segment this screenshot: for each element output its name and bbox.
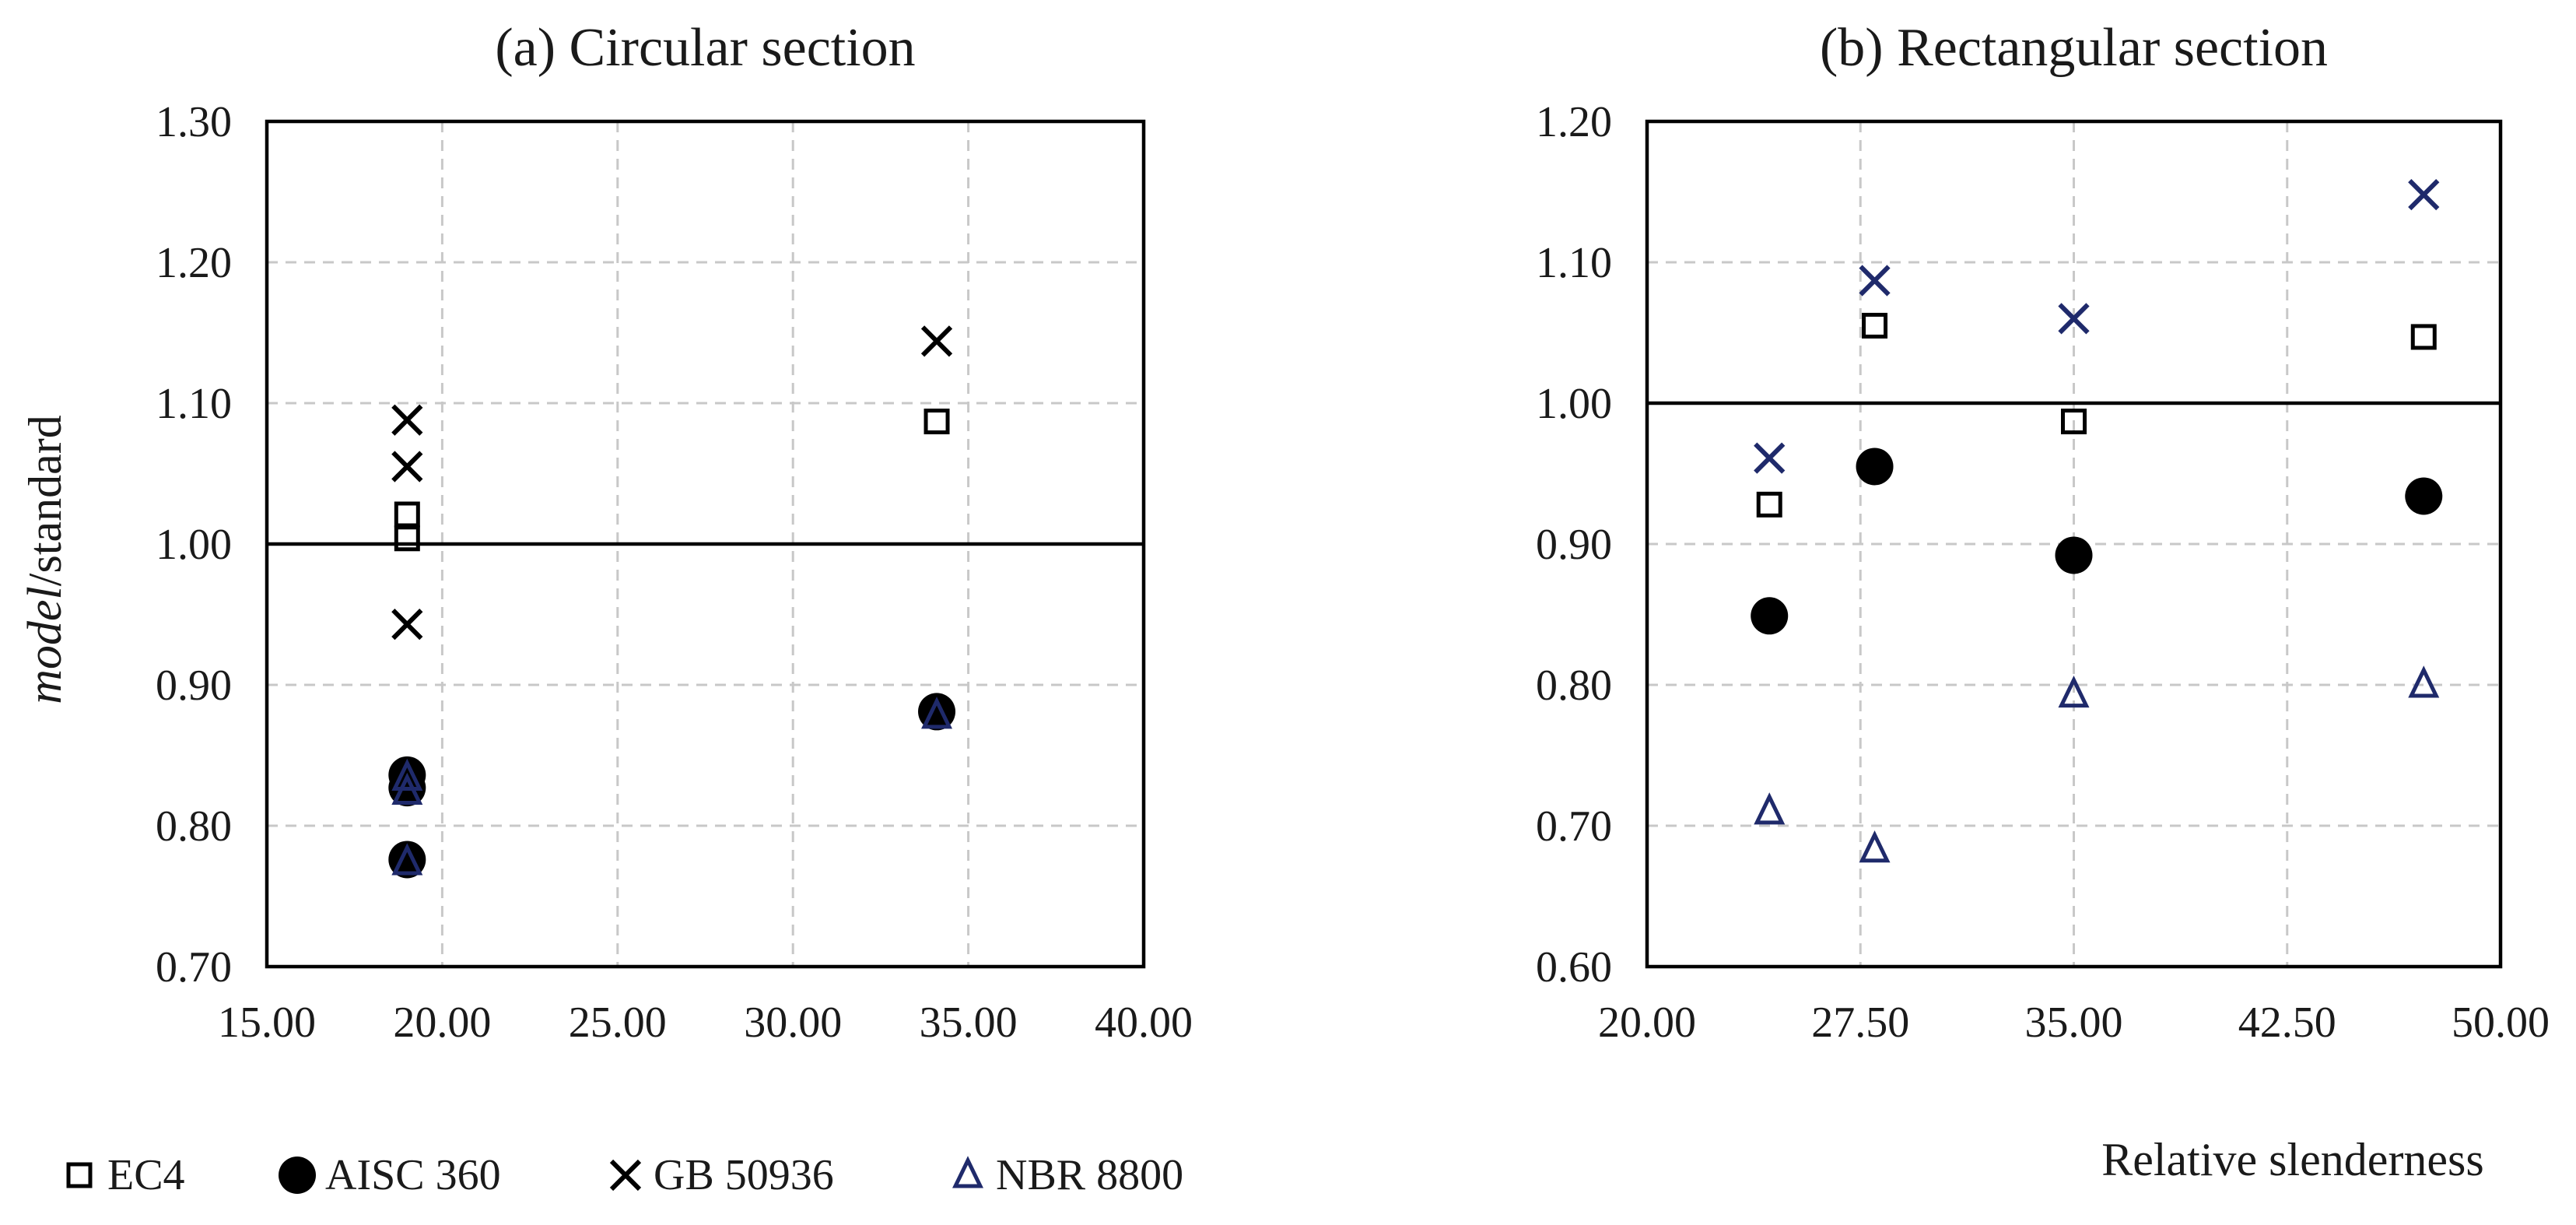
legend-label: GB 50936 [654, 1151, 834, 1199]
y-tick-label: 1.10 [156, 380, 232, 428]
series-nbr-8800 [391, 697, 953, 876]
series-aisc-360 [1751, 448, 2443, 635]
y-tick-label: 0.90 [1536, 521, 1612, 569]
series-ec4 [1756, 312, 2437, 518]
x-tick-label: 35.00 [2025, 999, 2123, 1047]
y-tick-label: 1.00 [1536, 380, 1612, 428]
data-point [2058, 675, 2090, 708]
data-point [394, 501, 420, 528]
data-point [920, 325, 953, 357]
x-tick-label: 35.00 [920, 999, 1018, 1047]
data-point [394, 525, 420, 552]
x-tick-label: 20.00 [393, 999, 491, 1047]
data-point [2408, 178, 2440, 211]
y-tick-label: 0.70 [1536, 802, 1612, 851]
y-tick-label: 1.20 [1536, 98, 1612, 146]
x-tick-label: 20.00 [1598, 999, 1696, 1047]
series-aisc-360 [388, 693, 956, 879]
legend-label: NBR 8800 [996, 1151, 1183, 1199]
data-point [391, 451, 423, 483]
series-nbr-8800 [1754, 665, 2440, 863]
y-axis-title: model/standard [19, 415, 72, 704]
data-point [921, 697, 953, 729]
legend-label: AISC 360 [325, 1151, 501, 1199]
x-tick-label: 30.00 [744, 999, 842, 1047]
chart-panel-b: 20.00 27.50 35.00 42.50 50.00 0.60 0.70 0.80 0.9… [1536, 18, 2550, 1185]
data-point [1754, 442, 1786, 474]
y-tick-label: 0.90 [156, 662, 232, 710]
x-tick-label: 15.00 [218, 999, 316, 1047]
panel-title: (b) Rectangular section [1820, 18, 2328, 78]
legend-item: NBR 8800 [952, 1151, 1183, 1199]
chart-panel-a: 15.00 20.00 25.00 30.00 35.00 40.00 0.70 0.80 0.… [19, 18, 1193, 1047]
panel-title: (a) Circular section [495, 18, 915, 78]
y-tick-label: 1.00 [156, 521, 232, 569]
y-tick-label: 0.70 [156, 943, 232, 992]
data-point [1856, 448, 1894, 486]
legend-marker [279, 1157, 316, 1194]
data-point [1862, 312, 1888, 339]
y-tick-label: 0.80 [156, 802, 232, 851]
legend-marker [952, 1156, 983, 1188]
legend-marker [66, 1162, 93, 1188]
data-point [391, 609, 423, 641]
y-tick-label: 1.10 [1536, 239, 1612, 287]
data-point [1756, 491, 1782, 518]
legend-label: EC4 [107, 1151, 185, 1199]
data-point [2061, 409, 2087, 435]
series-gb-50936 [1754, 178, 2440, 474]
legend-item: EC4 [66, 1151, 185, 1199]
data-point [1751, 597, 1789, 635]
x-tick-label: 40.00 [1095, 999, 1193, 1047]
y-tick-label: 0.60 [1536, 943, 1612, 992]
data-point [2408, 665, 2440, 698]
data-point [2058, 303, 2090, 335]
legend: EC4 AISC 360 GB 50936 NBR 8800 [66, 1151, 1183, 1199]
x-tick-label: 27.50 [1811, 999, 1909, 1047]
data-point [1859, 830, 1891, 863]
x-tick-label: 50.00 [2452, 999, 2550, 1047]
series-gb-50936 [391, 325, 953, 641]
x-tick-label: 25.00 [569, 999, 667, 1047]
data-point [924, 409, 950, 435]
x-tick-label: 42.50 [2238, 999, 2336, 1047]
data-point [2405, 477, 2443, 515]
data-point [2055, 536, 2093, 574]
data-point [1754, 792, 1786, 825]
data-point [391, 404, 423, 436]
data-point [391, 843, 423, 876]
y-tick-label: 1.20 [156, 239, 232, 287]
y-tick-label: 1.30 [156, 98, 232, 146]
y-tick-label: 0.80 [1536, 662, 1612, 710]
plot-frame [1645, 119, 2503, 969]
series-ec4 [394, 409, 950, 552]
legend-item: GB 50936 [609, 1151, 834, 1199]
x-axis-title: Relative slenderness [2101, 1134, 2484, 1185]
data-point [2410, 324, 2437, 350]
legend-item: AISC 360 [279, 1151, 501, 1199]
data-point [1859, 265, 1891, 297]
data-point [391, 758, 423, 791]
legend-marker [609, 1159, 642, 1192]
